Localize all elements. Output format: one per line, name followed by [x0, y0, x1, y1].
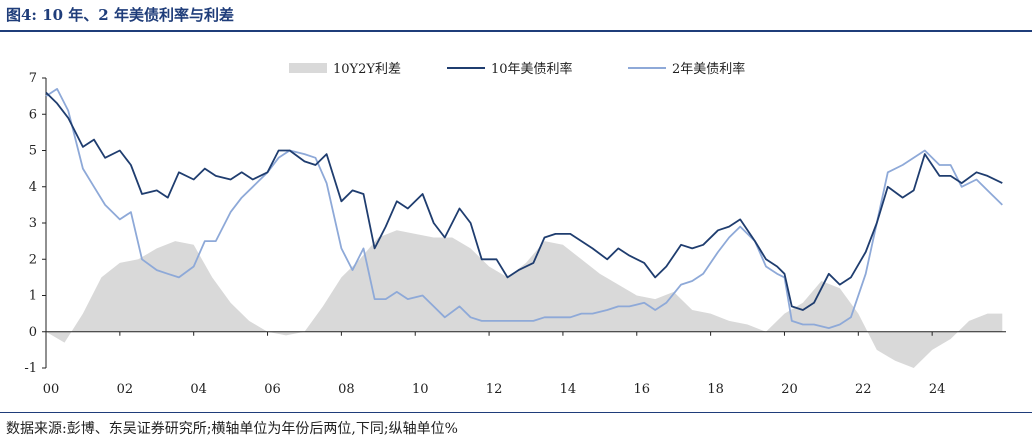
title-rule — [0, 30, 1032, 32]
y-tick-label: 7 — [29, 71, 37, 86]
y-tick-label: 0 — [29, 325, 37, 340]
x-tick-label: 00 — [43, 382, 60, 397]
x-tick-label: 06 — [264, 382, 281, 397]
y-tick-label: 2 — [29, 252, 37, 267]
legend-2y-label: 2年美债利率 — [672, 61, 745, 77]
y-tick-label: 4 — [29, 180, 37, 195]
x-tick-label: 10 — [412, 382, 429, 397]
two-year-rate-line — [45, 88, 1003, 329]
data-source-note: 数据来源:彭博、东吴证券研究所;横轴单位为年份后两位,下同;纵轴单位% — [6, 421, 458, 437]
spread-area-layer — [46, 230, 1003, 368]
x-tick-label: 22 — [855, 382, 872, 397]
x-tick-label: 02 — [117, 382, 134, 397]
legend-spread-label: 10Y2Y利差 — [333, 62, 401, 77]
spread-area — [46, 230, 1003, 368]
rate-lines-layer — [45, 88, 1003, 329]
x-tick-label: 04 — [190, 382, 207, 397]
x-tick-label: 12 — [486, 382, 503, 397]
y-tick-label: 3 — [29, 216, 37, 231]
x-tick-label: 20 — [781, 382, 798, 397]
x-tick-label: 14 — [560, 382, 577, 397]
legend-spread-swatch — [289, 63, 327, 73]
x-tick-label: 08 — [338, 382, 355, 397]
x-tick-label: 16 — [633, 382, 650, 397]
figure-title: 图4: 10 年、2 年美债利率与利差 — [6, 6, 234, 24]
legend-10y-label: 10年美债利率 — [491, 61, 573, 77]
y-tick-label: 1 — [29, 289, 37, 304]
y-tick-label: 6 — [29, 107, 37, 122]
footer-rule — [0, 412, 1032, 413]
x-tick-label: 18 — [707, 382, 724, 397]
x-tick-label: 24 — [929, 382, 946, 397]
y-tick-label: 5 — [29, 144, 37, 159]
y-tick-label: -1 — [24, 361, 37, 376]
ten-year-rate-line — [45, 91, 1003, 311]
chart-legend: 10Y2Y利差 10年美债利率 2年美债利率 — [289, 61, 745, 77]
